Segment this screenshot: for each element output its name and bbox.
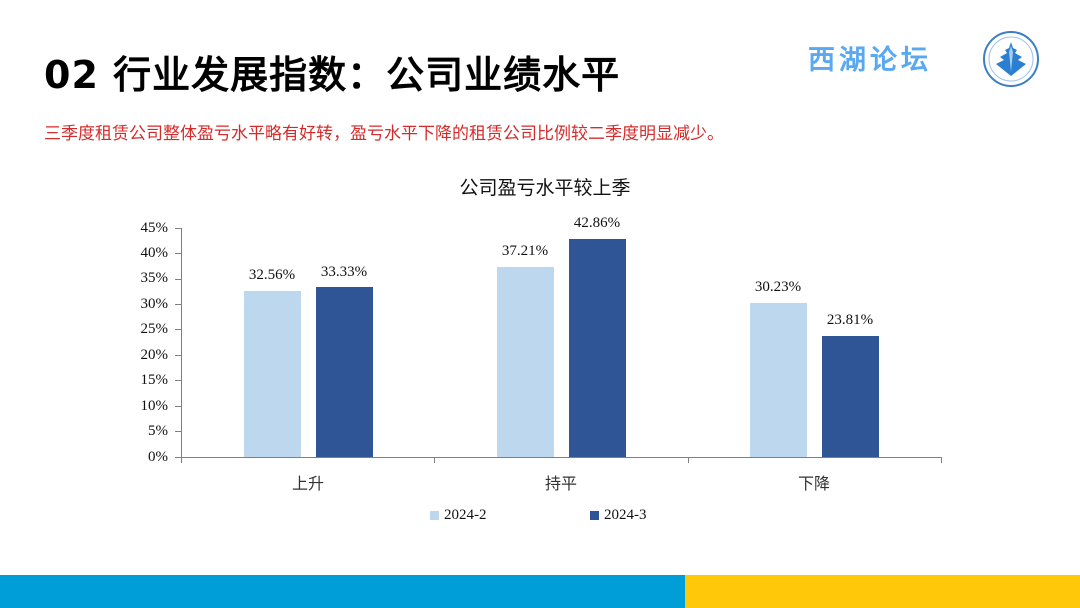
y-tick-label: 15% — [140, 372, 169, 388]
legend-item-2024-3: 2024-3 — [590, 507, 647, 524]
y-tick-label: 5% — [148, 423, 168, 439]
y-tick-label: 25% — [140, 321, 169, 337]
footer-bar-blue — [0, 575, 685, 608]
data-label: 32.56% — [248, 267, 296, 283]
y-tick-label: 10% — [140, 398, 169, 414]
x-axis — [181, 457, 942, 458]
y-tick-mark — [175, 228, 181, 229]
data-label: 42.86% — [573, 215, 621, 231]
y-tick-label: 20% — [140, 347, 169, 363]
brand-text: 西湖论坛 — [808, 45, 932, 76]
y-tick-mark — [175, 406, 181, 407]
y-tick-mark — [175, 329, 181, 330]
bar-2024-2-decline — [750, 303, 807, 457]
y-tick-mark — [175, 253, 181, 254]
forum-emblem-icon — [982, 30, 1040, 88]
x-tick-mark — [688, 457, 689, 463]
data-label: 37.21% — [501, 243, 549, 259]
data-label: 33.33% — [320, 264, 368, 280]
bar-2024-2-flat — [497, 267, 554, 457]
y-tick-mark — [175, 457, 181, 458]
legend-label: 2024-2 — [444, 507, 487, 523]
y-tick-mark — [175, 279, 181, 280]
x-tick-mark — [941, 457, 942, 463]
bar-2024-3-rise — [316, 287, 373, 457]
legend-item-2024-2: 2024-2 — [430, 507, 487, 524]
legend-label: 2024-3 — [604, 507, 647, 523]
bar-2024-3-flat — [569, 239, 626, 457]
y-tick-label: 0% — [148, 449, 168, 465]
y-tick-label: 40% — [140, 245, 169, 261]
summary-text: 三季度租赁公司整体盈亏水平略有好转，盈亏水平下降的租赁公司比例较二季度明显减少。 — [44, 124, 724, 144]
y-axis — [181, 228, 182, 458]
bar-2024-3-decline — [822, 336, 879, 457]
footer-bar-yellow — [685, 575, 1080, 608]
legend-swatch-icon — [590, 511, 599, 520]
page-title: 02 行业发展指数：公司业绩水平 — [44, 53, 621, 97]
y-tick-mark — [175, 380, 181, 381]
x-tick-mark — [434, 457, 435, 463]
x-category-label: 下降 — [797, 474, 830, 493]
x-tick-mark — [181, 457, 182, 463]
chart-title: 公司盈亏水平较上季 — [459, 177, 631, 199]
x-category-label: 上升 — [291, 474, 324, 493]
y-tick-mark — [175, 355, 181, 356]
y-tick-label: 30% — [140, 296, 169, 312]
data-label: 30.23% — [754, 279, 802, 295]
y-tick-label: 35% — [140, 270, 169, 286]
y-tick-mark — [175, 304, 181, 305]
legend-swatch-icon — [430, 511, 439, 520]
bar-2024-2-rise — [244, 291, 301, 457]
data-label: 23.81% — [826, 312, 874, 328]
y-tick-mark — [175, 431, 181, 432]
y-tick-label: 45% — [140, 220, 169, 236]
x-category-label: 持平 — [544, 474, 577, 493]
